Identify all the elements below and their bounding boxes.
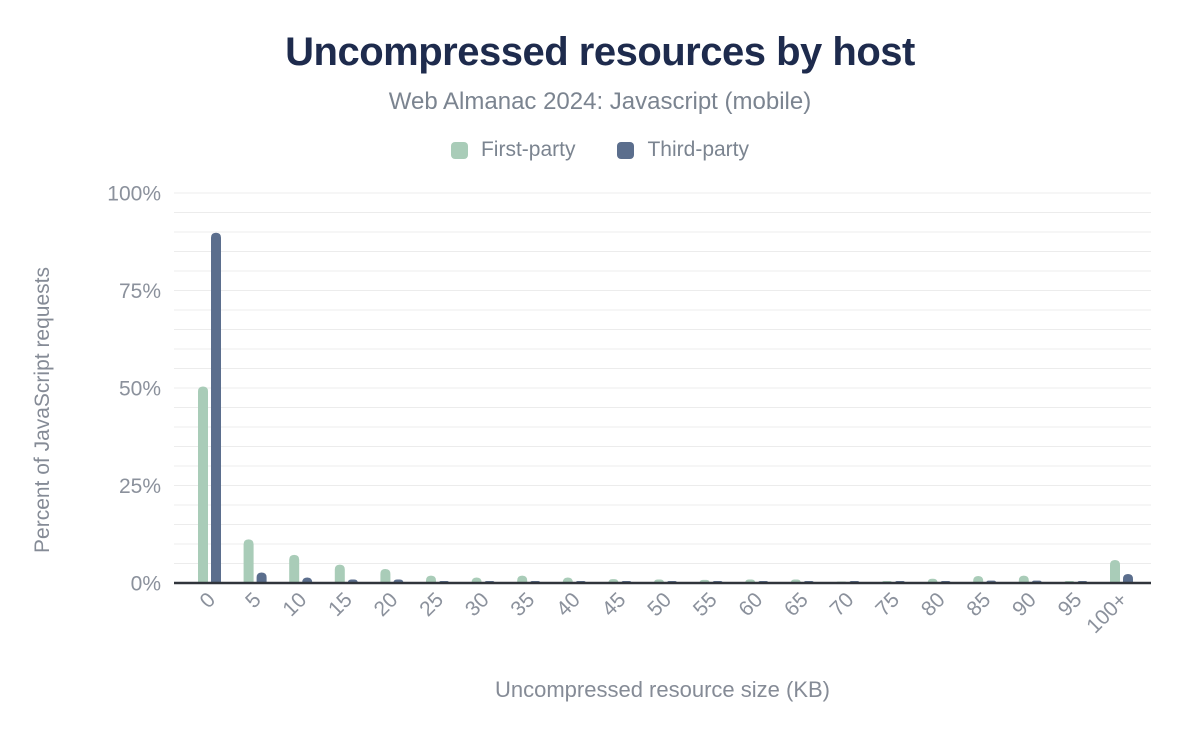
bar-first-party-30[interactable] bbox=[471, 577, 482, 583]
legend-swatch bbox=[617, 141, 635, 159]
x-tick-label: 70 bbox=[826, 588, 859, 621]
legend-label: First-party bbox=[480, 138, 576, 161]
x-axis-title: Uncompressed resource size (KB) bbox=[495, 677, 830, 702]
bar-first-party-90[interactable] bbox=[1018, 575, 1029, 583]
x-tick-label: 25 bbox=[415, 588, 448, 621]
chart-title: Uncompressed resources by host bbox=[285, 30, 915, 74]
legend-swatch bbox=[450, 141, 468, 159]
bar-third-party-5[interactable] bbox=[256, 572, 267, 583]
x-tick-label: 60 bbox=[734, 588, 767, 621]
x-tick-label: 40 bbox=[552, 588, 585, 621]
y-tick-label: 0% bbox=[131, 573, 161, 596]
x-tick-label: 65 bbox=[780, 588, 813, 621]
x-tick-label: 15 bbox=[324, 588, 357, 621]
bar-first-party-25[interactable] bbox=[426, 575, 436, 583]
x-tick-label: 50 bbox=[643, 588, 676, 621]
bar-third-party-100+[interactable] bbox=[1123, 574, 1133, 583]
y-tick-label: 50% bbox=[119, 378, 161, 401]
x-tick-label: 55 bbox=[689, 588, 722, 621]
x-tick-label: 85 bbox=[962, 588, 995, 621]
bar-first-party-100+[interactable] bbox=[1110, 559, 1120, 583]
x-tick-label: 20 bbox=[370, 588, 403, 621]
chart-subtitle: Web Almanac 2024: Javascript (mobile) bbox=[388, 88, 812, 115]
y-tick-label: 100% bbox=[107, 183, 161, 206]
y-tick-label: 75% bbox=[119, 280, 161, 303]
bar-first-party-20[interactable] bbox=[380, 568, 391, 583]
legend-item-third-party[interactable]: Third-party bbox=[617, 138, 749, 162]
y-tick-label: 25% bbox=[119, 475, 161, 498]
x-tick-label: 30 bbox=[461, 588, 494, 621]
bar-first-party-40[interactable] bbox=[562, 577, 573, 583]
bar-first-party-85[interactable] bbox=[973, 575, 984, 583]
x-tick-label: 80 bbox=[917, 588, 950, 621]
y-axis-title: Percent of JavaScript requests bbox=[31, 267, 54, 553]
x-tick-label: 35 bbox=[506, 588, 539, 621]
x-tick-label: 100+ bbox=[1082, 588, 1132, 638]
legend-label: Third-party bbox=[647, 138, 750, 161]
legend-item-first-party[interactable]: First-party bbox=[450, 138, 576, 162]
bar-first-party-0[interactable] bbox=[198, 386, 208, 583]
x-tick-label: 0 bbox=[196, 588, 221, 613]
x-tick-label: 45 bbox=[598, 588, 631, 621]
bar-third-party-10[interactable] bbox=[302, 577, 313, 583]
x-tick-label: 90 bbox=[1008, 588, 1041, 621]
bar-first-party-35[interactable] bbox=[517, 575, 528, 583]
x-tick-label: 95 bbox=[1054, 588, 1087, 621]
bar-third-party-0[interactable] bbox=[211, 232, 221, 583]
bar-first-party-15[interactable] bbox=[334, 564, 345, 583]
legend: First-party Third-party bbox=[0, 138, 1200, 162]
x-tick-label: 75 bbox=[871, 588, 904, 621]
x-tick-label: 5 bbox=[241, 588, 266, 613]
bar-first-party-10[interactable] bbox=[289, 554, 300, 583]
x-tick-label: 10 bbox=[278, 588, 311, 621]
bar-first-party-5[interactable] bbox=[243, 539, 254, 583]
